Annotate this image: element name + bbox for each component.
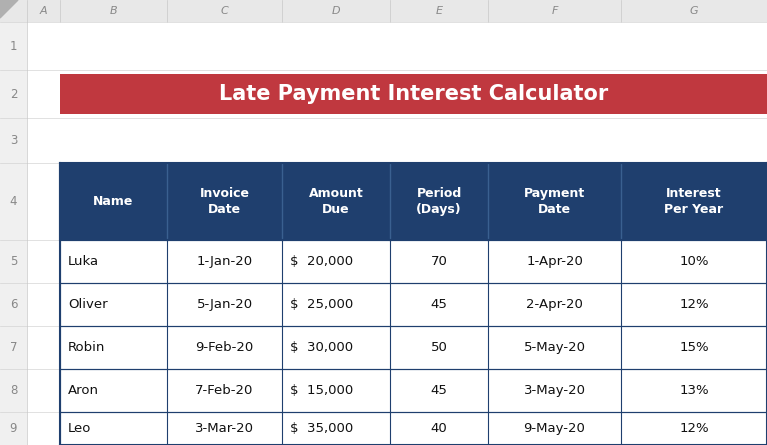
Bar (27, 369, 767, 412)
Text: 15%: 15% (680, 341, 709, 354)
Text: 5-Jan-20: 5-Jan-20 (196, 298, 252, 311)
Bar (0, 412, 27, 445)
Text: 12%: 12% (680, 422, 709, 435)
Text: 9: 9 (10, 422, 17, 435)
Text: 9-Feb-20: 9-Feb-20 (196, 341, 254, 354)
Bar (0, 326, 27, 369)
Text: 3-May-20: 3-May-20 (524, 384, 585, 397)
Text: 6: 6 (10, 298, 17, 311)
Text: Invoice
Date: Invoice Date (199, 187, 249, 216)
Text: 5-May-20: 5-May-20 (524, 341, 585, 354)
Text: 2: 2 (10, 88, 17, 101)
Bar (60, 163, 767, 240)
Text: 45: 45 (430, 298, 447, 311)
Text: $  20,000: $ 20,000 (290, 255, 353, 268)
Text: 8: 8 (10, 384, 17, 397)
Text: Robin: Robin (68, 341, 105, 354)
Bar (60, 74, 767, 114)
Text: G: G (690, 6, 698, 16)
Text: 9-May-20: 9-May-20 (524, 422, 585, 435)
Bar (0, 240, 27, 283)
Bar (27, 240, 767, 283)
Bar (0, 283, 27, 326)
Bar (27, 118, 767, 163)
Text: $  35,000: $ 35,000 (290, 422, 354, 435)
Text: Amount
Due: Amount Due (308, 187, 364, 216)
Text: D: D (331, 6, 341, 16)
Text: Luka: Luka (68, 255, 99, 268)
Text: Late Payment Interest Calculator: Late Payment Interest Calculator (219, 84, 608, 104)
Polygon shape (0, 0, 18, 18)
Text: F: F (551, 6, 558, 16)
Text: 2-Apr-20: 2-Apr-20 (526, 298, 583, 311)
Text: $  15,000: $ 15,000 (290, 384, 354, 397)
Text: 10%: 10% (680, 255, 709, 268)
Bar (0, 70, 27, 118)
Bar (60, 283, 767, 326)
Text: 12%: 12% (680, 298, 709, 311)
Text: Interest
Per Year: Interest Per Year (664, 187, 723, 216)
Text: $  25,000: $ 25,000 (290, 298, 354, 311)
Text: $  30,000: $ 30,000 (290, 341, 353, 354)
Text: 7: 7 (10, 341, 17, 354)
Text: 4: 4 (10, 195, 17, 208)
Text: 7-Feb-20: 7-Feb-20 (196, 384, 254, 397)
Bar (0, 22, 27, 70)
Text: 40: 40 (430, 422, 447, 435)
Text: 5: 5 (10, 255, 17, 268)
Bar (60, 369, 767, 412)
Bar (0, 118, 27, 163)
Text: B: B (110, 6, 117, 16)
Bar (60, 326, 767, 369)
Bar (27, 283, 767, 326)
Text: Name: Name (94, 195, 133, 208)
Text: 1-Apr-20: 1-Apr-20 (526, 255, 583, 268)
Text: 70: 70 (430, 255, 447, 268)
Bar (27, 326, 767, 369)
Bar (60, 163, 767, 240)
Text: 3: 3 (10, 134, 17, 147)
Text: A: A (40, 6, 48, 16)
Text: Aron: Aron (68, 384, 99, 397)
Bar (27, 22, 767, 70)
Bar (0, 163, 27, 240)
Text: 13%: 13% (680, 384, 709, 397)
Bar (60, 240, 767, 283)
Bar (27, 70, 767, 118)
Bar (27, 412, 767, 445)
Text: Leo: Leo (68, 422, 91, 435)
Text: 50: 50 (430, 341, 447, 354)
Text: Oliver: Oliver (68, 298, 107, 311)
Text: Payment
Date: Payment Date (524, 187, 585, 216)
Text: C: C (221, 6, 229, 16)
Bar (27, 163, 767, 240)
Bar (0, 0, 767, 22)
Bar (60, 412, 767, 445)
Text: 1-Jan-20: 1-Jan-20 (196, 255, 252, 268)
Text: 3-Mar-20: 3-Mar-20 (195, 422, 254, 435)
Text: 1: 1 (10, 40, 17, 53)
Text: Period
(Days): Period (Days) (416, 187, 462, 216)
Text: E: E (436, 6, 443, 16)
Text: 45: 45 (430, 384, 447, 397)
Bar (0, 369, 27, 412)
